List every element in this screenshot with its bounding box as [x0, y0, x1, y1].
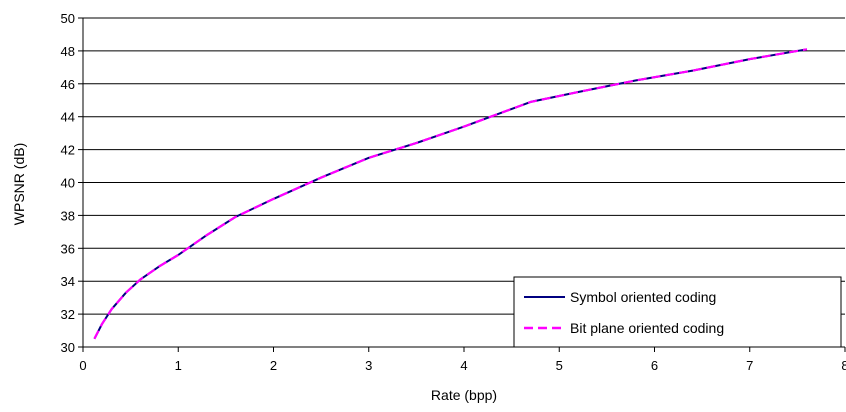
legend-label-symbol-oriented: Symbol oriented coding	[570, 289, 716, 305]
y-tick-label-50: 50	[61, 11, 75, 26]
y-tick-label-34: 34	[61, 274, 75, 289]
y-tick-label-38: 38	[61, 208, 75, 223]
x-tick-label-4: 4	[460, 358, 467, 373]
legend-box	[513, 276, 842, 348]
series-lines	[93, 48, 808, 340]
x-tick-label-7: 7	[746, 358, 753, 373]
x-tick-labels: 0 1 2 3 4 5 6 7 8	[79, 358, 846, 373]
y-tick-label-42: 42	[61, 143, 75, 158]
x-tick-label-6: 6	[651, 358, 658, 373]
x-tick-label-5: 5	[556, 358, 563, 373]
y-tick-label-30: 30	[61, 340, 75, 355]
y-tick-label-44: 44	[61, 110, 75, 125]
axes	[78, 17, 846, 352]
gridlines	[83, 17, 845, 315]
y-tick-label-36: 36	[61, 241, 75, 256]
x-axis-title: Rate (bpp)	[431, 387, 497, 403]
x-tick-label-0: 0	[79, 358, 86, 373]
legend: Symbol oriented coding Bit plane oriente…	[513, 276, 842, 348]
y-axis-title: WPSNR (dB)	[11, 143, 27, 225]
y-tick-label-32: 32	[61, 307, 75, 322]
x-tick-label-8: 8	[841, 358, 846, 373]
y-tick-label-46: 46	[61, 77, 75, 92]
x-tick-label-2: 2	[270, 358, 277, 373]
x-tick-label-3: 3	[365, 358, 372, 373]
x-tick-label-1: 1	[175, 358, 182, 373]
y-tick-label-48: 48	[61, 44, 75, 59]
y-tick-label-40: 40	[61, 176, 75, 191]
series-line-bit-plane-oriented-coding	[93, 48, 808, 340]
y-tick-labels: 30 32 34 36 38 40 42 44 46 48 50	[61, 11, 75, 355]
legend-label-bit-plane-oriented: Bit plane oriented coding	[570, 320, 724, 336]
